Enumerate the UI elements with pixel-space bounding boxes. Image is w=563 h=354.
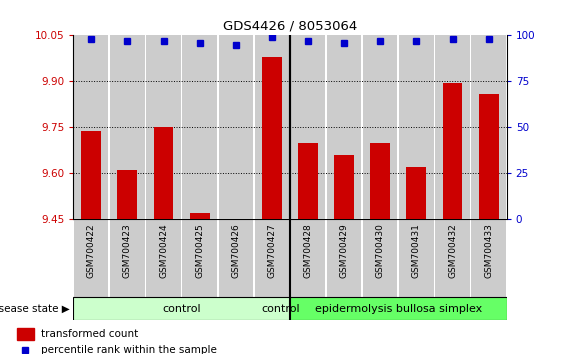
Bar <box>154 127 173 219</box>
Text: GSM700424: GSM700424 <box>159 223 168 278</box>
Bar <box>406 167 426 219</box>
Bar <box>73 297 290 320</box>
Bar <box>254 219 289 297</box>
Text: GSM700430: GSM700430 <box>376 223 385 278</box>
Bar <box>74 35 109 219</box>
Bar <box>471 219 506 297</box>
Bar <box>110 219 145 297</box>
Text: disease state ▶: disease state ▶ <box>0 304 70 314</box>
Text: GSM700423: GSM700423 <box>123 223 132 278</box>
Text: GSM700431: GSM700431 <box>412 223 421 278</box>
Bar <box>17 329 34 340</box>
Text: GSM700428: GSM700428 <box>303 223 312 278</box>
Bar <box>146 35 181 219</box>
Bar <box>218 219 253 297</box>
Text: percentile rank within the sample: percentile rank within the sample <box>41 344 217 354</box>
Text: GSM700427: GSM700427 <box>267 223 276 278</box>
Text: GSM700425: GSM700425 <box>195 223 204 278</box>
Bar <box>190 213 209 219</box>
Text: GSM700426: GSM700426 <box>231 223 240 278</box>
Text: GSM700432: GSM700432 <box>448 223 457 278</box>
Bar <box>291 35 325 219</box>
Text: epidermolysis bullosa simplex: epidermolysis bullosa simplex <box>315 304 482 314</box>
Text: control: control <box>262 304 300 314</box>
Text: GSM700433: GSM700433 <box>484 223 493 278</box>
Bar <box>182 35 217 219</box>
Bar <box>262 57 282 219</box>
Bar <box>435 35 470 219</box>
Bar <box>254 35 289 219</box>
Bar <box>399 35 434 219</box>
Bar <box>81 131 101 219</box>
Bar <box>443 83 462 219</box>
Text: GSM700429: GSM700429 <box>339 223 348 278</box>
Title: GDS4426 / 8053064: GDS4426 / 8053064 <box>223 20 357 33</box>
Bar <box>291 219 325 297</box>
Bar <box>479 94 499 219</box>
Bar <box>118 170 137 219</box>
Bar <box>74 219 109 297</box>
Text: GSM700422: GSM700422 <box>87 223 96 278</box>
Bar <box>327 219 361 297</box>
Bar <box>363 35 397 219</box>
Bar <box>399 219 434 297</box>
Bar <box>182 219 217 297</box>
Bar <box>290 297 507 320</box>
Bar <box>334 155 354 219</box>
Bar <box>146 219 181 297</box>
Bar <box>110 35 145 219</box>
Text: transformed count: transformed count <box>41 329 138 339</box>
Bar <box>370 143 390 219</box>
Text: control: control <box>162 304 201 314</box>
Bar <box>218 35 253 219</box>
Bar <box>363 219 397 297</box>
Bar <box>298 143 318 219</box>
Bar <box>435 219 470 297</box>
Bar <box>471 35 506 219</box>
Bar <box>327 35 361 219</box>
